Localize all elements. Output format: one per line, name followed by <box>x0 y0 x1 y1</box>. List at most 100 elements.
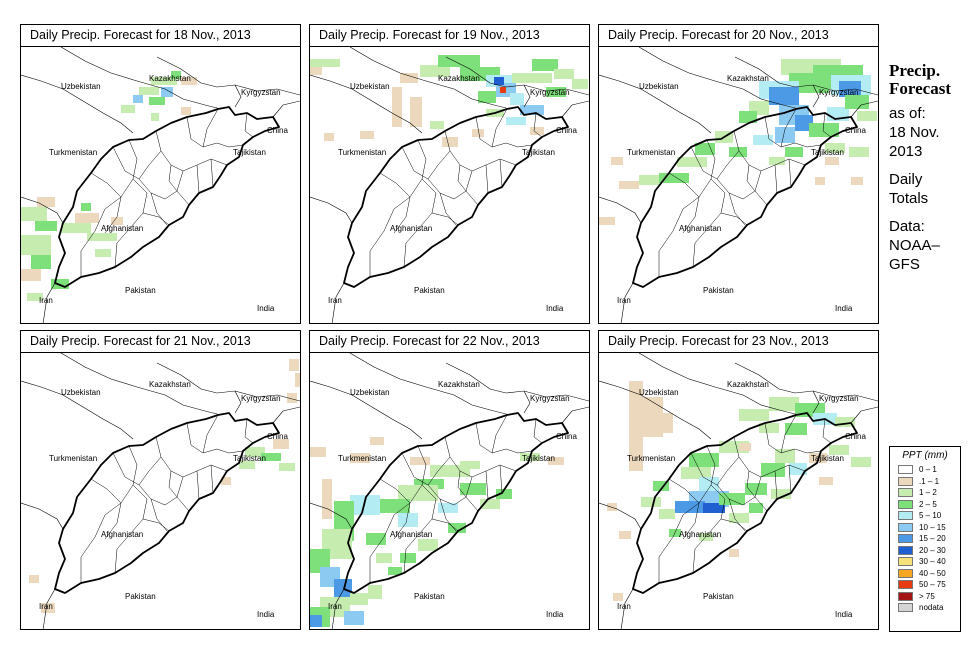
country-border <box>331 282 345 324</box>
country-border <box>812 84 820 108</box>
legend-swatch <box>898 476 913 486</box>
map-label-china: China <box>556 432 577 441</box>
precip-map: Uzbekistan Kazakhstan Kyrgyzstan China Turkm… <box>599 47 878 324</box>
precip-cell <box>546 87 566 97</box>
precip-cell <box>795 115 813 131</box>
legend-swatch <box>898 488 913 497</box>
map-labels: Uzbekistan Kazakhstan Kyrgyzstan China Turkm… <box>39 380 288 619</box>
map-label-india: India <box>257 304 275 313</box>
province-border <box>720 212 748 226</box>
precip-cell <box>729 513 749 523</box>
precip-cell <box>51 279 69 289</box>
province-border <box>112 452 140 486</box>
map-label-kyrgyzstan: Kyrgyzstan <box>530 88 570 97</box>
precip-cell <box>572 79 588 89</box>
precip-cell <box>61 223 91 233</box>
precip-cell <box>819 477 833 485</box>
legend-label: 40 – 50 <box>919 568 946 578</box>
precip-cell <box>703 503 725 513</box>
country-border <box>42 588 56 630</box>
map-label-china: China <box>267 126 288 135</box>
precip-cell <box>121 105 135 113</box>
province-border <box>155 130 228 172</box>
precip-cell <box>641 497 661 507</box>
province-border <box>746 470 756 498</box>
country-border <box>42 282 56 324</box>
province-border <box>431 212 459 226</box>
country-borders <box>21 353 300 630</box>
province-border <box>393 502 411 540</box>
map-label-kazakhstan: Kazakhstan <box>727 380 769 389</box>
province-border <box>822 112 832 138</box>
map-label-tajikistan: Tajikistan <box>811 148 844 157</box>
precip-cell <box>825 157 839 165</box>
precip-cell <box>643 397 663 437</box>
precip-cell <box>753 135 773 145</box>
map-label-tajikistan: Tajikistan <box>233 148 266 157</box>
precip-cell <box>221 477 231 485</box>
province-border <box>150 498 168 532</box>
province-border <box>491 414 508 454</box>
province-border <box>80 514 106 583</box>
province-border <box>465 190 479 206</box>
map-label-afghanistan: Afghanistan <box>390 530 432 539</box>
precip-cell <box>75 213 99 223</box>
precip-cell <box>530 127 544 135</box>
province-border <box>104 502 122 540</box>
province-border <box>168 470 178 498</box>
precip-cell <box>392 87 402 127</box>
precip-cell <box>769 157 785 165</box>
precip-cell <box>370 437 384 445</box>
precip-map: Uzbekistan Kazakhstan Kyrgyzstan China Turkm… <box>599 353 878 630</box>
province-border <box>475 422 533 454</box>
country-border <box>272 406 300 424</box>
country-border <box>21 380 134 440</box>
precip-cell <box>619 531 631 539</box>
precip-cell <box>29 575 39 583</box>
province-border <box>114 484 148 574</box>
precip-cell <box>681 467 711 479</box>
province-border <box>746 164 756 192</box>
province-border <box>533 112 543 138</box>
province-border <box>80 208 106 277</box>
precip-cell <box>366 533 386 545</box>
province-border <box>475 116 533 148</box>
precip-cell <box>849 147 869 157</box>
legend-item: 0 – 1 <box>890 464 960 476</box>
map-label-uzbekistan: Uzbekistan <box>61 388 101 397</box>
precip-cell <box>37 197 55 207</box>
province-border <box>728 192 746 226</box>
province-border <box>485 470 489 500</box>
map-label-turkmenistan: Turkmenistan <box>338 148 386 157</box>
legend-label: 0 – 1 <box>919 465 937 474</box>
country-border <box>21 502 64 530</box>
map-label-tajikistan: Tajikistan <box>233 454 266 463</box>
province-border <box>186 422 244 454</box>
province-border <box>658 208 684 277</box>
precip-map: Uzbekistan Kazakhstan Kyrgyzstan China Turkm… <box>310 353 589 630</box>
province-borders <box>369 414 543 583</box>
country-border <box>60 353 222 416</box>
precip-cell <box>310 65 322 75</box>
precip-cell <box>95 249 111 257</box>
precip-cell <box>324 133 334 141</box>
map-label-uzbekistan: Uzbekistan <box>350 388 390 397</box>
province-border <box>668 172 700 198</box>
map-label-kazakhstan: Kazakhstan <box>438 380 480 389</box>
province-border <box>774 164 778 194</box>
precip-cell <box>775 127 795 143</box>
precip-cell <box>719 493 745 505</box>
precip-cell <box>430 121 444 129</box>
map-labels: Uzbekistan Kazakhstan Kyrgyzstan China Turkm… <box>328 74 577 313</box>
province-border <box>90 478 122 504</box>
country-border <box>272 100 300 118</box>
legend-swatch <box>898 465 913 474</box>
precip-cell <box>151 113 159 121</box>
precip-cell <box>81 203 91 211</box>
map-label-uzbekistan: Uzbekistan <box>639 388 679 397</box>
precip-cell <box>181 77 197 85</box>
precip-cell <box>410 457 430 465</box>
precip-cell <box>548 457 564 465</box>
country-border <box>850 100 878 118</box>
province-borders <box>80 414 254 583</box>
